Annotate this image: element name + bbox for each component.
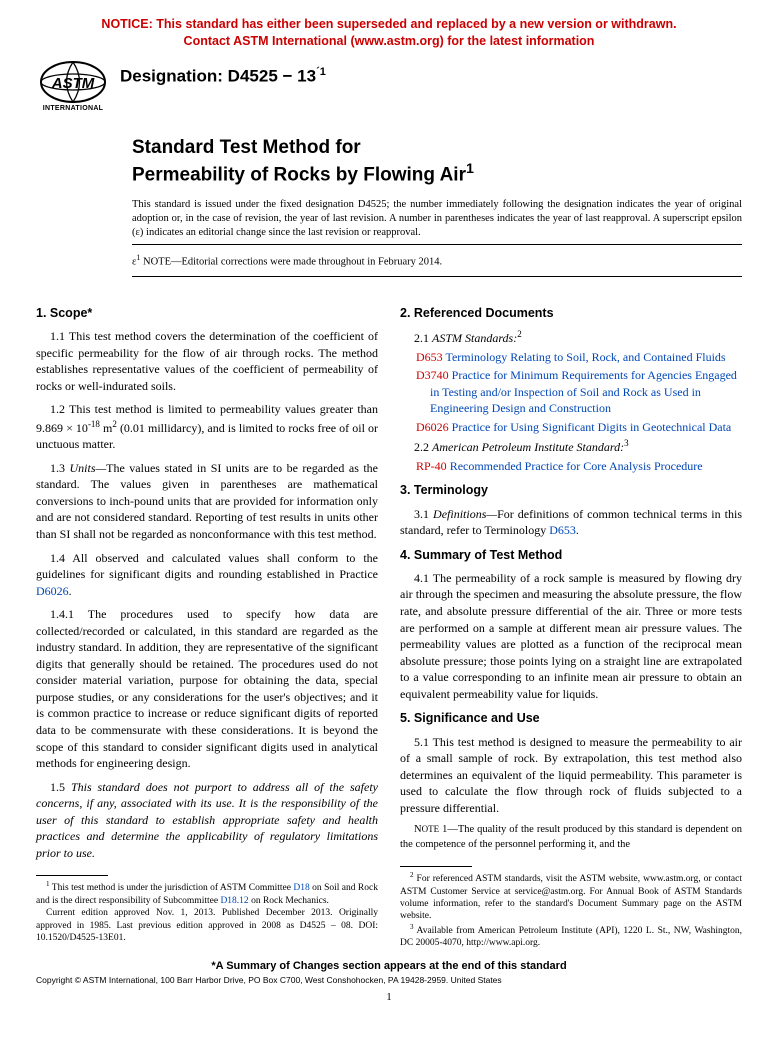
s2-1: 2.1 ASTM Standards:2 bbox=[414, 328, 742, 347]
title-line2: Permeability of Rocks by Flowing Air bbox=[132, 164, 466, 185]
terminology-heading: 3. Terminology bbox=[400, 482, 742, 499]
p-3-1: 3.1 Definitions—For definitions of commo… bbox=[400, 506, 742, 539]
epsilon-note: ε1 NOTE—Editorial corrections were made … bbox=[132, 253, 742, 268]
svg-text:ASTM: ASTM bbox=[51, 75, 95, 92]
footnote-rule-left bbox=[36, 875, 108, 876]
notice-line2: Contact ASTM International (www.astm.org… bbox=[184, 34, 595, 48]
standard-title: Standard Test Method for Permeability of… bbox=[132, 136, 742, 188]
designation-sup: ´1 bbox=[316, 66, 326, 78]
p-1-1: 1.1 This test method covers the determin… bbox=[36, 328, 378, 394]
footnote-2: 2 For referenced ASTM standards, visit t… bbox=[400, 871, 742, 923]
rp40-code: RP-40 bbox=[416, 459, 447, 473]
eps-text: NOTE—Editorial corrections were made thr… bbox=[140, 257, 442, 268]
p-4-1: 4.1 The permeability of a rock sample is… bbox=[400, 570, 742, 702]
epsilon-rule: ε1 NOTE—Editorial corrections were made … bbox=[132, 244, 742, 277]
logo-label: INTERNATIONAL bbox=[36, 105, 110, 112]
s2-2: 2.2 American Petroleum Institute Standar… bbox=[414, 437, 742, 456]
designation: Designation: D4525 − 13´1 bbox=[120, 66, 326, 87]
rp40-link[interactable]: Recommended Practice for Core Analysis P… bbox=[447, 459, 703, 473]
d653-inline-link[interactable]: D653 bbox=[549, 523, 576, 537]
footnote-rule-right bbox=[400, 866, 472, 867]
designation-prefix: Designation: bbox=[120, 66, 228, 85]
p-1-5: 1.5 This standard does not purport to ad… bbox=[36, 779, 378, 862]
copyright-line: Copyright © ASTM International, 100 Barr… bbox=[36, 975, 742, 985]
left-column: 1. Scope* 1.1 This test method covers th… bbox=[36, 297, 378, 950]
designation-code: D4525 − 13 bbox=[228, 66, 316, 85]
astm-logo-icon: ASTM bbox=[38, 60, 108, 104]
d6026-link[interactable]: Practice for Using Significant Digits in… bbox=[449, 420, 732, 434]
title-sup: 1 bbox=[466, 161, 474, 177]
summary-of-changes-note: *A Summary of Changes section appears at… bbox=[36, 960, 742, 972]
summary-heading: 4. Summary of Test Method bbox=[400, 547, 742, 564]
ref-d3740: D3740 Practice for Minimum Requirements … bbox=[400, 367, 742, 417]
p-1-4: 1.4 All observed and calculated values s… bbox=[36, 550, 378, 600]
d653-link[interactable]: Terminology Relating to Soil, Rock, and … bbox=[443, 350, 726, 364]
d18-link[interactable]: D18 bbox=[293, 884, 309, 894]
ref-rp40: RP-40 Recommended Practice for Core Anal… bbox=[400, 458, 742, 475]
d3740-code: D3740 bbox=[416, 368, 449, 382]
issued-note: This standard is issued under the fixed … bbox=[132, 198, 742, 241]
header-row: ASTM INTERNATIONAL Designation: D4525 − … bbox=[36, 60, 742, 112]
scope-heading: 1. Scope* bbox=[36, 305, 378, 322]
note-1: NOTE 1—The quality of the result produce… bbox=[400, 823, 742, 852]
notice-line1: NOTICE: This standard has either been su… bbox=[101, 17, 676, 31]
significance-heading: 5. Significance and Use bbox=[400, 710, 742, 727]
d6026-code: D6026 bbox=[416, 420, 449, 434]
right-column: 2. Referenced Documents 2.1 ASTM Standar… bbox=[400, 297, 742, 950]
ref-d653: D653 Terminology Relating to Soil, Rock,… bbox=[400, 349, 742, 366]
footnote-3: 3 Available from American Petroleum Inst… bbox=[400, 923, 742, 950]
p-5-1: 5.1 This test method is designed to meas… bbox=[400, 734, 742, 817]
notice-banner: NOTICE: This standard has either been su… bbox=[36, 16, 742, 50]
refdoc-heading: 2. Referenced Documents bbox=[400, 305, 742, 322]
p-1-2: 1.2 This test method is limited to perme… bbox=[36, 401, 378, 453]
d3740-link[interactable]: Practice for Minimum Requirements for Ag… bbox=[430, 368, 737, 415]
p-1-4-1: 1.4.1 The procedures used to specify how… bbox=[36, 606, 378, 771]
p-1-3: 1.3 Units—The values stated in SI units … bbox=[36, 460, 378, 543]
title-line1: Standard Test Method for bbox=[132, 137, 361, 158]
d653-code: D653 bbox=[416, 350, 443, 364]
ref-d6026: D6026 Practice for Using Significant Dig… bbox=[400, 419, 742, 436]
d18-12-link[interactable]: D18.12 bbox=[220, 896, 248, 906]
footnote-1: 1 This test method is under the jurisdic… bbox=[36, 880, 378, 907]
astm-logo: ASTM INTERNATIONAL bbox=[36, 60, 110, 112]
body-columns: 1. Scope* 1.1 This test method covers th… bbox=[36, 297, 742, 950]
footnote-1-p2: Current edition approved Nov. 1, 2013. P… bbox=[36, 907, 378, 944]
title-block: Standard Test Method for Permeability of… bbox=[132, 136, 742, 277]
d6026-inline-link[interactable]: D6026 bbox=[36, 584, 69, 598]
page-number: 1 bbox=[36, 991, 742, 1003]
